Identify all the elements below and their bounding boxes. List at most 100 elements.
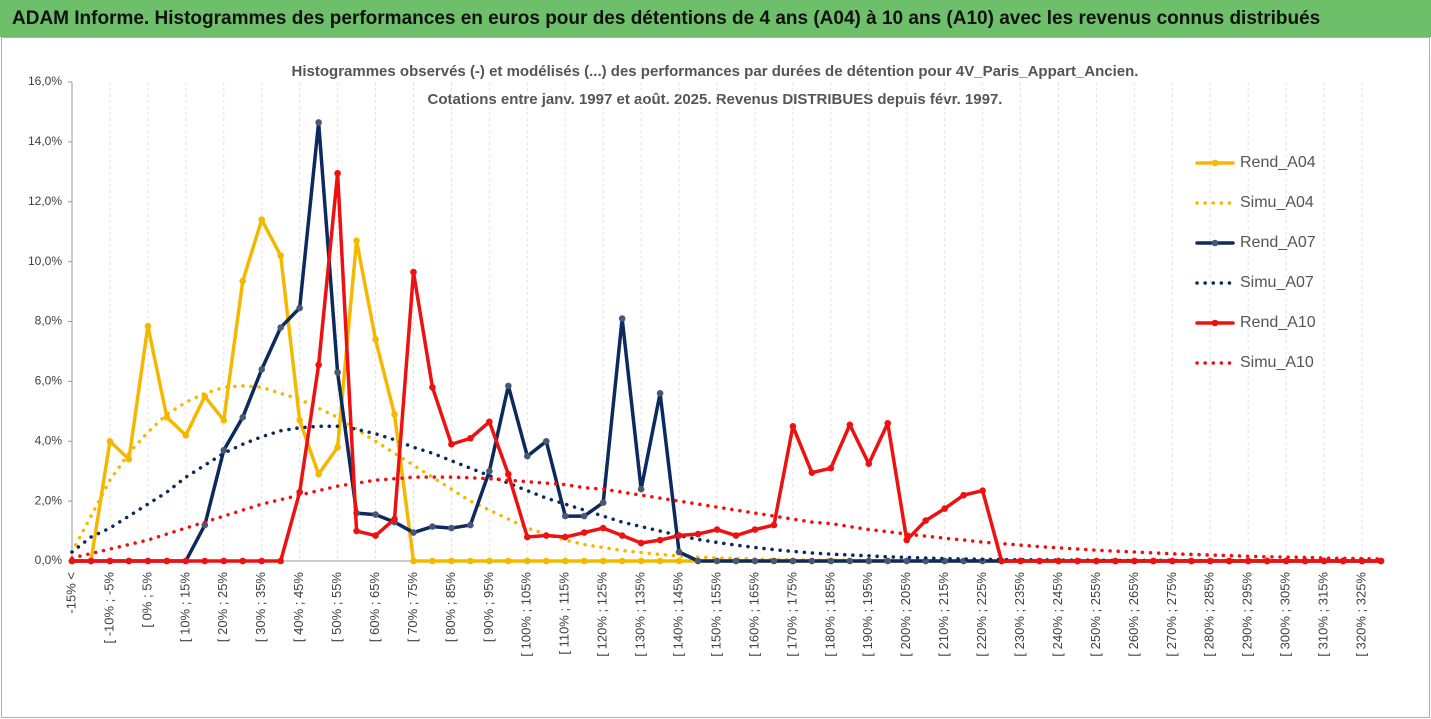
data-point [182, 557, 190, 565]
x-tick-label: [ 150% ; 155% [708, 572, 723, 657]
x-tick-label: [ 230% ; 235% [1012, 572, 1027, 657]
legend-marker [1211, 239, 1219, 247]
data-point [599, 557, 607, 565]
x-tick-label: [ 120% ; 125% [595, 572, 610, 657]
data-point [1093, 557, 1100, 565]
data-point [1131, 557, 1138, 565]
data-point [467, 521, 474, 529]
data-point [201, 521, 209, 529]
data-point [220, 446, 228, 454]
x-tick-label: [ 220% ; 225% [974, 572, 989, 657]
data-point [998, 557, 1005, 565]
data-point [125, 557, 133, 565]
data-point [467, 557, 474, 565]
x-tick-label: -15% < [63, 572, 78, 614]
data-point [751, 557, 759, 565]
data-point [1244, 557, 1252, 565]
data-point [637, 557, 645, 565]
data-point [391, 411, 398, 418]
x-tick-label: [ 130% ; 135% [633, 572, 648, 657]
data-point [125, 455, 133, 463]
model-line [70, 384, 1383, 563]
data-point [637, 539, 645, 547]
data-point [201, 557, 209, 565]
data-point [713, 526, 721, 533]
data-point [1263, 557, 1271, 565]
data-point [922, 517, 929, 524]
x-tick-label: [ 10% ; 15% [177, 572, 192, 643]
data-point [1377, 557, 1385, 565]
data-point [656, 557, 664, 565]
data-point [220, 416, 228, 424]
data-point [277, 252, 284, 259]
title-banner [0, 0, 1431, 37]
data-point [486, 467, 493, 475]
data-point [884, 419, 892, 427]
y-tick-label: 14,0% [28, 134, 62, 148]
data-point [580, 529, 588, 536]
x-tick-label: [ 250% ; 255% [1088, 572, 1103, 657]
x-tick-label: [ 200% ; 205% [898, 572, 913, 657]
data-point [751, 526, 759, 533]
data-point [1320, 557, 1328, 565]
data-point [656, 390, 664, 397]
data-point [334, 369, 341, 376]
y-tick-label: 16,0% [28, 74, 62, 88]
data-point [637, 485, 645, 493]
x-tick-label: [ 90% ; 95% [481, 572, 496, 643]
data-point [524, 557, 531, 565]
data-point [1206, 557, 1214, 565]
data-point [770, 521, 778, 529]
data-point [865, 460, 873, 468]
x-tick-label: [ 210% ; 215% [936, 572, 951, 657]
legend-marker [1211, 159, 1219, 167]
y-tick-label: 4,0% [35, 433, 63, 447]
x-tick-label: [ 20% ; 25% [215, 572, 230, 643]
data-point [239, 277, 247, 285]
data-point [675, 557, 683, 565]
x-tick-label: [ 50% ; 55% [329, 572, 344, 643]
data-point [239, 557, 247, 565]
data-point [448, 557, 455, 565]
data-point [1074, 557, 1081, 565]
data-point [675, 532, 683, 539]
data-point [334, 170, 341, 177]
data-point [808, 469, 816, 476]
y-tick-label: 10,0% [28, 254, 62, 268]
data-point [467, 434, 474, 442]
data-point [372, 336, 379, 343]
data-point [561, 533, 569, 541]
data-point [770, 557, 778, 565]
data-point [258, 366, 266, 373]
data-point [827, 464, 835, 472]
data-point [599, 524, 607, 532]
data-point [1169, 557, 1176, 565]
data-point [618, 315, 626, 322]
data-point [846, 421, 854, 429]
x-tick-label: [ 180% ; 185% [822, 572, 837, 657]
legend-label: Rend_A10 [1240, 314, 1316, 331]
legend-label: Simu_A07 [1240, 274, 1314, 291]
data-point [429, 557, 436, 565]
data-point [1112, 557, 1119, 565]
y-tick-label: 12,0% [28, 194, 62, 208]
model-line [70, 475, 1383, 561]
y-tick-label: 2,0% [35, 493, 63, 507]
x-tick-label: [ 140% ; 145% [671, 572, 686, 657]
data-point [315, 361, 322, 369]
y-tick-label: 0,0% [35, 553, 63, 567]
x-tick-label: [ 0% ; 5% [139, 572, 154, 628]
data-point [410, 557, 417, 565]
data-point [789, 422, 797, 430]
x-tick-label: [ 290% ; 295% [1240, 572, 1255, 657]
data-point [220, 557, 228, 565]
data-point [68, 557, 76, 565]
data-point [732, 532, 740, 539]
data-point [391, 515, 398, 523]
data-point [182, 431, 190, 439]
data-point [524, 533, 531, 541]
data-point [296, 304, 303, 312]
data-point [542, 557, 550, 565]
y-tick-label: 8,0% [35, 314, 63, 328]
